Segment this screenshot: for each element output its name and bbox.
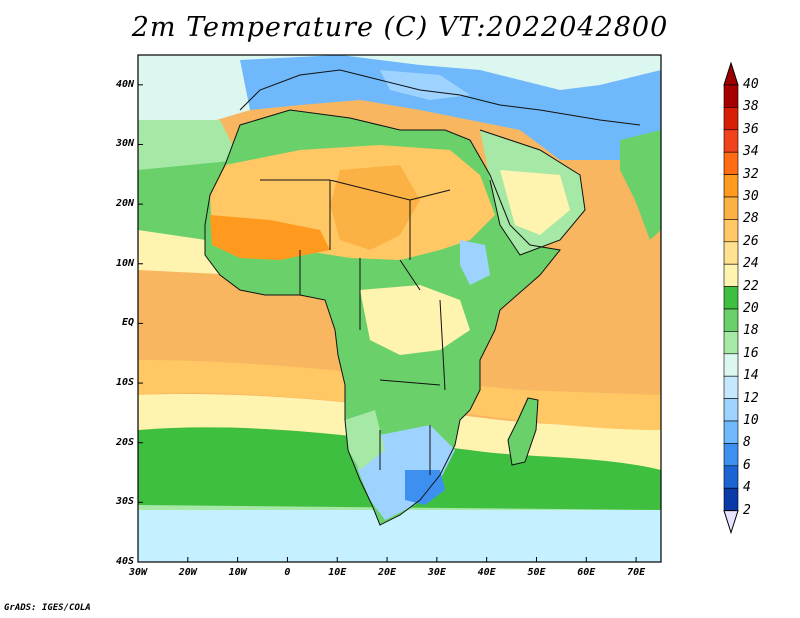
axis-ticks — [137, 84, 637, 563]
coastline-africa — [204, 109, 561, 526]
coastline-madagascar — [507, 397, 539, 466]
colorbar-segment — [723, 331, 739, 355]
colorbar-bottom-arrow — [723, 510, 739, 535]
land-arabia-warm — [500, 170, 570, 235]
map-title: 2m Temperature (C) VT:2022042800 — [131, 12, 669, 43]
colorbar-label: 16 — [743, 345, 759, 361]
colorbar-label: 8 — [743, 435, 751, 451]
credit-text: GrADS: IGES/COLA — [4, 603, 91, 613]
colorbar-label: 14 — [743, 368, 759, 384]
map-frame — [137, 54, 662, 563]
ocean-band-north-light — [138, 120, 240, 170]
lat-label: 30S — [115, 496, 134, 508]
colorbar-label: 6 — [743, 457, 751, 473]
colorbar-segment — [723, 196, 739, 220]
colorbar-segment — [723, 465, 739, 489]
colorbar-label: 24 — [743, 256, 759, 272]
lon-label: 0 — [284, 567, 291, 578]
colorbar-label: 20 — [743, 301, 759, 316]
lat-label: 40S — [115, 556, 134, 567]
colorbar-label: 26 — [743, 233, 759, 249]
land-madagascar — [508, 398, 538, 465]
colorbar-top-arrow — [723, 61, 739, 86]
colorbar-segment — [723, 487, 739, 511]
colorbar-label: 28 — [743, 211, 759, 227]
coastline-europe — [239, 69, 641, 126]
land-europe — [240, 55, 661, 160]
lon-label: 30E — [427, 567, 446, 578]
lat-label: 40N — [115, 78, 134, 90]
lat-label: 10N — [115, 257, 134, 269]
lat-label: 10S — [115, 377, 134, 389]
colorbar-label: 2 — [743, 502, 751, 518]
lon-label: 20E — [378, 567, 397, 578]
land-ethiopia-cool — [460, 240, 490, 285]
colorbar — [723, 61, 739, 535]
lon-label: 50E — [527, 567, 546, 578]
land-sahel-hot — [210, 215, 330, 260]
colorbar-label: 36 — [743, 121, 759, 137]
lat-label: 20S — [115, 436, 134, 448]
colorbar-segment — [723, 286, 739, 310]
lon-label: 20W — [178, 567, 197, 578]
land-sahara-hot — [330, 165, 420, 250]
colorbar-segment — [723, 263, 739, 287]
lon-label: 60E — [577, 567, 596, 578]
colorbar-segment — [723, 84, 739, 108]
lat-label: 30N — [115, 138, 134, 150]
colorbar-label: 32 — [743, 166, 759, 182]
land-namibia — [345, 410, 385, 470]
colorbar-segment — [723, 174, 739, 198]
colorbar-segment — [723, 241, 739, 265]
colorbar-label: 40 — [743, 77, 759, 92]
lat-label: 20N — [115, 198, 134, 210]
colorbar-segment — [723, 151, 739, 175]
land-india — [620, 130, 661, 240]
colorbar-segment — [723, 129, 739, 153]
lat-label: EQ — [121, 317, 134, 329]
colorbar-segment — [723, 420, 739, 444]
colorbar-segment — [723, 443, 739, 467]
colorbar-label: 34 — [743, 144, 759, 160]
land-europe-warm — [380, 70, 470, 100]
colorbar-segment — [723, 353, 739, 377]
colorbar-label: 22 — [743, 278, 759, 294]
colorbar-label: 12 — [743, 390, 759, 406]
colorbar-segment — [723, 308, 739, 332]
lon-label: 70E — [627, 567, 646, 578]
colorbar-segment — [723, 107, 739, 131]
land-south-africa-cold — [405, 470, 445, 505]
border-lines — [260, 179, 451, 475]
colorbar-label: 30 — [743, 189, 759, 204]
colorbar-label: 4 — [743, 480, 751, 496]
lon-label: 10W — [228, 567, 247, 578]
colorbar-label: 10 — [743, 413, 759, 428]
lon-label: 10E — [328, 567, 347, 578]
colorbar-label: 18 — [743, 323, 759, 339]
lon-label: 40E — [477, 567, 496, 578]
lon-label: 30W — [128, 567, 148, 578]
colorbar-segment — [723, 375, 739, 399]
colorbar-label: 38 — [743, 99, 759, 115]
colorbar-segment — [723, 398, 739, 422]
colorbar-segment — [723, 219, 739, 243]
coastline-arabia — [479, 129, 586, 256]
